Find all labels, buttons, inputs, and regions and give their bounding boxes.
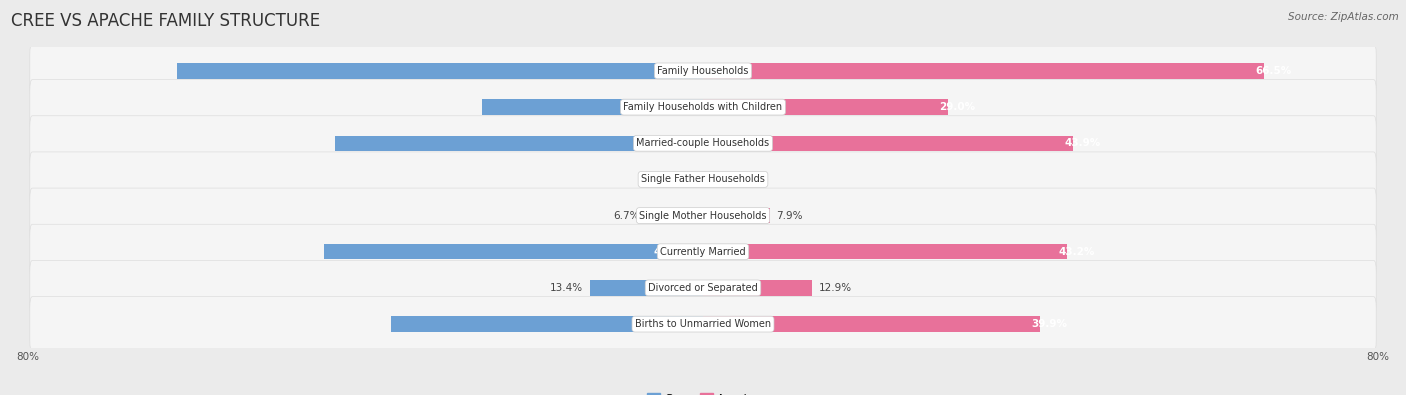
Text: 37.0%: 37.0% <box>654 319 690 329</box>
FancyBboxPatch shape <box>30 152 1376 207</box>
FancyBboxPatch shape <box>30 79 1376 135</box>
Text: Births to Unmarried Women: Births to Unmarried Women <box>636 319 770 329</box>
FancyBboxPatch shape <box>30 224 1376 279</box>
Bar <box>679 172 703 187</box>
Text: 43.6%: 43.6% <box>654 138 690 148</box>
Text: CREE VS APACHE FAMILY STRUCTURE: CREE VS APACHE FAMILY STRUCTURE <box>11 12 321 30</box>
Text: 43.9%: 43.9% <box>1064 138 1101 148</box>
Bar <box>703 63 1264 79</box>
Text: 6.7%: 6.7% <box>613 211 640 220</box>
Bar <box>703 135 1073 151</box>
Bar <box>482 100 703 115</box>
FancyBboxPatch shape <box>30 297 1376 352</box>
Bar <box>391 316 703 332</box>
Text: 2.8%: 2.8% <box>647 175 672 184</box>
Bar <box>703 208 769 223</box>
Bar <box>703 244 1067 260</box>
Text: 44.9%: 44.9% <box>654 247 690 257</box>
Bar <box>335 135 703 151</box>
Text: 2.8%: 2.8% <box>734 175 759 184</box>
Text: Family Households: Family Households <box>658 66 748 76</box>
Text: 26.2%: 26.2% <box>654 102 690 112</box>
Text: Divorced or Separated: Divorced or Separated <box>648 283 758 293</box>
FancyBboxPatch shape <box>30 188 1376 243</box>
Text: Married-couple Households: Married-couple Households <box>637 138 769 148</box>
Text: 66.5%: 66.5% <box>1256 66 1292 76</box>
Text: Single Mother Households: Single Mother Households <box>640 211 766 220</box>
FancyBboxPatch shape <box>30 43 1376 98</box>
Bar <box>703 100 948 115</box>
Bar <box>591 280 703 295</box>
FancyBboxPatch shape <box>30 260 1376 316</box>
Text: 29.0%: 29.0% <box>939 102 976 112</box>
Text: 62.3%: 62.3% <box>654 66 690 76</box>
Bar <box>325 244 703 260</box>
Text: 39.9%: 39.9% <box>1031 319 1067 329</box>
Text: Single Father Households: Single Father Households <box>641 175 765 184</box>
Text: Source: ZipAtlas.com: Source: ZipAtlas.com <box>1288 12 1399 22</box>
Text: Currently Married: Currently Married <box>661 247 745 257</box>
Bar <box>177 63 703 79</box>
Text: 13.4%: 13.4% <box>550 283 583 293</box>
Bar <box>703 316 1039 332</box>
Text: 12.9%: 12.9% <box>818 283 852 293</box>
Text: 43.2%: 43.2% <box>1059 247 1095 257</box>
Bar <box>647 208 703 223</box>
FancyBboxPatch shape <box>30 116 1376 171</box>
Bar <box>703 280 811 295</box>
Text: Family Households with Children: Family Households with Children <box>623 102 783 112</box>
Text: 7.9%: 7.9% <box>776 211 803 220</box>
Bar <box>703 172 727 187</box>
Legend: Cree, Apache: Cree, Apache <box>643 389 763 395</box>
